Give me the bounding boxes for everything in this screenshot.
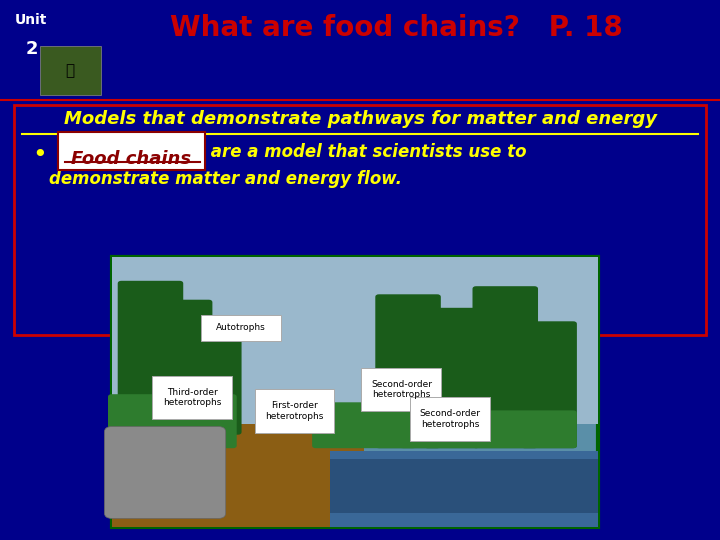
Text: demonstrate matter and energy flow.: demonstrate matter and energy flow.	[49, 170, 402, 188]
FancyBboxPatch shape	[14, 105, 706, 335]
FancyBboxPatch shape	[472, 286, 538, 448]
FancyBboxPatch shape	[375, 294, 441, 448]
FancyBboxPatch shape	[112, 424, 364, 526]
Text: Models that demonstrate pathways for matter and energy: Models that demonstrate pathways for mat…	[63, 110, 657, 128]
FancyBboxPatch shape	[112, 256, 598, 526]
FancyBboxPatch shape	[400, 410, 577, 448]
FancyBboxPatch shape	[118, 281, 183, 435]
FancyBboxPatch shape	[58, 132, 205, 170]
Text: Unit: Unit	[14, 14, 47, 28]
FancyBboxPatch shape	[153, 376, 233, 419]
Text: Third-order
heterotrophs: Third-order heterotrophs	[163, 388, 222, 407]
FancyBboxPatch shape	[195, 316, 241, 435]
Text: Second-order
heterotrophs: Second-order heterotrophs	[371, 380, 432, 399]
Text: 🌿: 🌿	[66, 63, 74, 78]
Text: 2: 2	[25, 40, 37, 58]
FancyBboxPatch shape	[312, 402, 416, 448]
FancyBboxPatch shape	[361, 368, 441, 411]
FancyBboxPatch shape	[521, 321, 577, 448]
FancyBboxPatch shape	[330, 459, 598, 513]
FancyBboxPatch shape	[201, 315, 281, 341]
Text: What are food chains?   P. 18: What are food chains? P. 18	[170, 14, 622, 42]
FancyBboxPatch shape	[424, 308, 480, 448]
Text: First-order
heterotrophs: First-order heterotrophs	[265, 401, 324, 421]
Text: •: •	[32, 143, 47, 167]
Text: Food chains: Food chains	[71, 150, 191, 168]
FancyBboxPatch shape	[108, 394, 237, 448]
FancyBboxPatch shape	[255, 389, 334, 433]
Text: Autotrophs: Autotrophs	[216, 323, 266, 332]
FancyBboxPatch shape	[157, 300, 212, 435]
Text: Second-order
heterotrophs: Second-order heterotrophs	[420, 409, 480, 429]
FancyBboxPatch shape	[40, 46, 101, 94]
FancyBboxPatch shape	[104, 427, 226, 518]
Text: are a model that scientists use to: are a model that scientists use to	[205, 143, 527, 161]
FancyBboxPatch shape	[112, 256, 598, 424]
FancyBboxPatch shape	[410, 397, 490, 441]
FancyBboxPatch shape	[330, 451, 598, 526]
